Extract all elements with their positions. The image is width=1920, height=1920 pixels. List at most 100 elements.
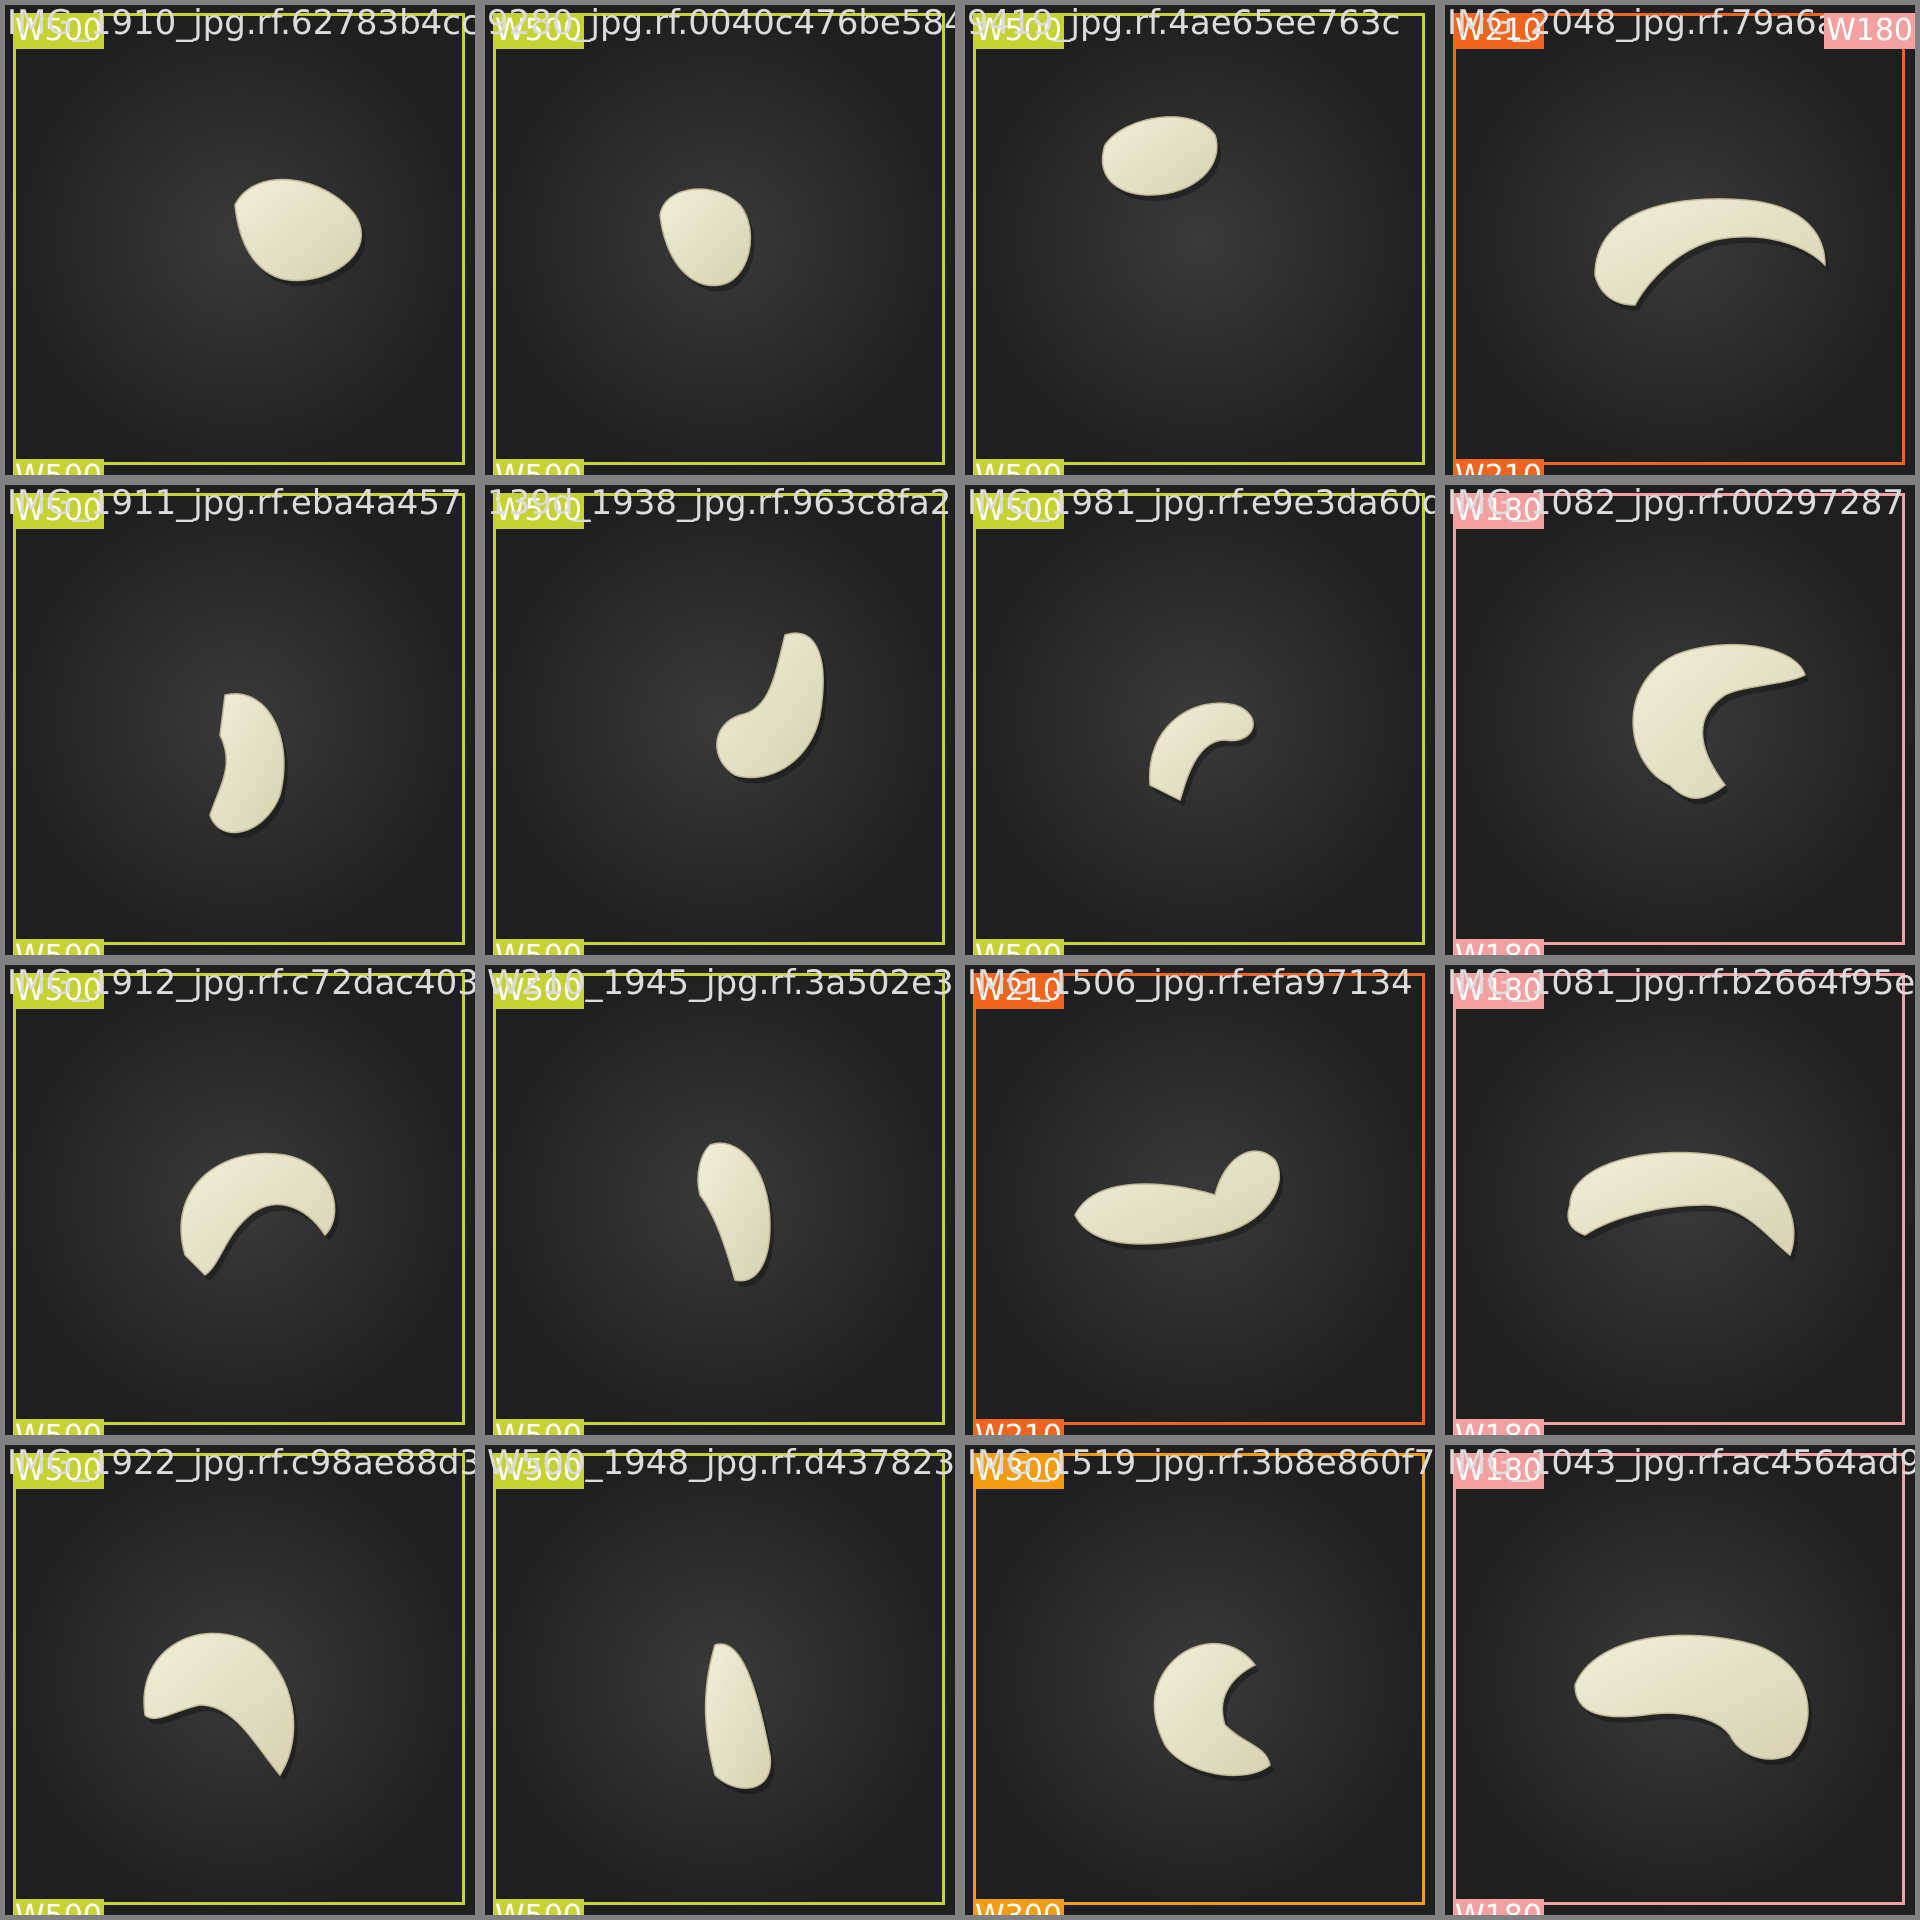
image-tile: W500W500W500_1948_jpg.rf.d437823db02	[485, 1445, 955, 1915]
image-filename: 139d_1938_jpg.rf.963c8fa21	[487, 485, 955, 523]
cashew-photo	[1445, 1445, 1915, 1915]
bounding-box	[493, 973, 945, 1425]
class-label: W500	[13, 493, 104, 529]
image-tile: W180W180IMG_1082_jpg.rf.00297287	[1445, 485, 1915, 955]
class-label-bottom: W500	[493, 939, 584, 955]
image-tile: W500W5009280_jpg.rf.0040c476be584	[485, 5, 955, 475]
class-label-bottom: W210	[1453, 459, 1544, 475]
image-tile: W180W180IMG_1081_jpg.rf.b2664f95e	[1445, 965, 1915, 1435]
class-label-bottom: W180	[1453, 1899, 1544, 1915]
bounding-box	[1453, 493, 1905, 945]
cashew-kernel	[1153, 1643, 1271, 1777]
image-tile: W500W500IMG_1912_jpg.rf.c72dac403	[5, 965, 475, 1435]
class-label: W180	[1453, 973, 1544, 1009]
class-label: W500	[973, 493, 1064, 529]
bounding-box	[13, 1453, 465, 1905]
cashew-kernel	[143, 1632, 295, 1777]
cashew-kernel	[1101, 116, 1218, 196]
image-tile: W500W500IMG_1911_jpg.rf.eba4a457	[5, 485, 475, 955]
bounding-box	[973, 973, 1425, 1425]
class-label: W500	[13, 973, 104, 1009]
bounding-box	[13, 13, 465, 465]
class-label-bottom: W500	[973, 459, 1064, 475]
class-label-bottom: W500	[493, 1419, 584, 1435]
class-label: W210	[973, 973, 1064, 1009]
bounding-box	[13, 973, 465, 1425]
image-tile: W500W500IMG_1922_jpg.rf.c98ae88d3	[5, 1445, 475, 1915]
cashew-kernel	[704, 1643, 772, 1789]
cashew-kernel	[659, 188, 752, 287]
cashew-kernel	[1149, 702, 1254, 802]
bounding-box	[1453, 13, 1905, 465]
image-filename: IMG_1910_jpg.rf.62783b4cc	[7, 5, 475, 43]
class-label-bottom: W210	[973, 1419, 1064, 1435]
class-label-bottom: W500	[493, 459, 584, 475]
bounding-box	[973, 13, 1425, 465]
image-tile: W500W500139d_1938_jpg.rf.963c8fa21	[485, 485, 955, 955]
bounding-box	[493, 1453, 945, 1905]
cashew-photo	[485, 485, 955, 955]
class-label-bottom: W180	[1453, 1419, 1544, 1435]
class-label-bottom: W500	[493, 1899, 584, 1915]
image-filename: IMG_1506_jpg.rf.efa97134	[967, 965, 1413, 1003]
image-tile: W300W300IMG_1519_jpg.rf.3b8e860f7	[965, 1445, 1435, 1915]
image-filename: IMG_1922_jpg.rf.c98ae88d3	[7, 1445, 475, 1483]
image-filename: IMG_1043_jpg.rf.ac4564ad9	[1447, 1445, 1915, 1483]
class-label-extra: W180	[1824, 13, 1915, 49]
bounding-box	[973, 1453, 1425, 1905]
cashew-photo	[5, 965, 475, 1435]
image-filename: W210_1945_jpg.rf.3a502e35c	[487, 965, 955, 1003]
cashew-photo	[485, 5, 955, 475]
image-tile: W500W500IMG_1910_jpg.rf.62783b4cc	[5, 5, 475, 475]
cashew-photo	[1445, 5, 1915, 475]
bounding-box	[493, 493, 945, 945]
bounding-box	[1453, 973, 1905, 1425]
image-filename: IMG_1981_jpg.rf.e9e3da60df3	[967, 485, 1435, 523]
cashew-photo	[965, 5, 1435, 475]
class-label: W300	[973, 1453, 1064, 1489]
image-tile: W180W180IMG_1043_jpg.rf.ac4564ad9	[1445, 1445, 1915, 1915]
class-label-bottom: W500	[13, 1899, 104, 1915]
cashew-kernel	[1632, 643, 1806, 799]
class-label: W500	[13, 13, 104, 49]
image-filename: IMG_1519_jpg.rf.3b8e860f7	[967, 1445, 1435, 1483]
class-label: W180	[1453, 1453, 1544, 1489]
cashew-kernel	[716, 632, 824, 779]
cashew-kernel	[234, 178, 362, 282]
class-label: W500	[493, 493, 584, 529]
bounding-box	[1453, 1453, 1905, 1905]
cashew-kernel	[1594, 198, 1826, 306]
image-filename: IMG_2048_jpg.rf.79a6a	[1447, 5, 1838, 43]
cashew-photo	[1445, 965, 1915, 1435]
image-filename: W500_1948_jpg.rf.d437823db02	[487, 1445, 955, 1483]
class-label: W500	[973, 13, 1064, 49]
class-label: W500	[493, 1453, 584, 1489]
image-filename: IMG_1912_jpg.rf.c72dac403	[7, 965, 475, 1003]
class-label-bottom: W180	[1453, 939, 1544, 955]
image-filename: IMG_1082_jpg.rf.00297287	[1447, 485, 1904, 523]
image-tile: W500W5009419_jpg.rf.4ae65ee763c	[965, 5, 1435, 475]
cashew-photo	[485, 965, 955, 1435]
class-label-bottom: W300	[973, 1899, 1064, 1915]
image-filename: 9280_jpg.rf.0040c476be584	[487, 5, 955, 43]
image-tile: W500W500IMG_1981_jpg.rf.e9e3da60df3	[965, 485, 1435, 955]
class-label-bottom: W500	[973, 939, 1064, 955]
bounding-box	[493, 13, 945, 465]
image-tile: W500W500W210_1945_jpg.rf.3a502e35c	[485, 965, 955, 1435]
class-label: W500	[493, 13, 584, 49]
cashew-photo	[965, 1445, 1435, 1915]
bounding-box	[973, 493, 1425, 945]
cashew-photo	[965, 965, 1435, 1435]
image-tile: W210W210IMG_1506_jpg.rf.efa97134	[965, 965, 1435, 1435]
class-label: W500	[493, 973, 584, 1009]
class-label: W180	[1453, 493, 1544, 529]
cashew-kernel	[209, 692, 285, 834]
cashew-kernel	[697, 1142, 771, 1282]
cashew-photo	[5, 485, 475, 955]
cashew-kernel	[1567, 1151, 1795, 1257]
cashew-photo	[1445, 485, 1915, 955]
image-filename: 9419_jpg.rf.4ae65ee763c	[967, 5, 1401, 43]
cashew-kernel	[180, 1152, 336, 1276]
